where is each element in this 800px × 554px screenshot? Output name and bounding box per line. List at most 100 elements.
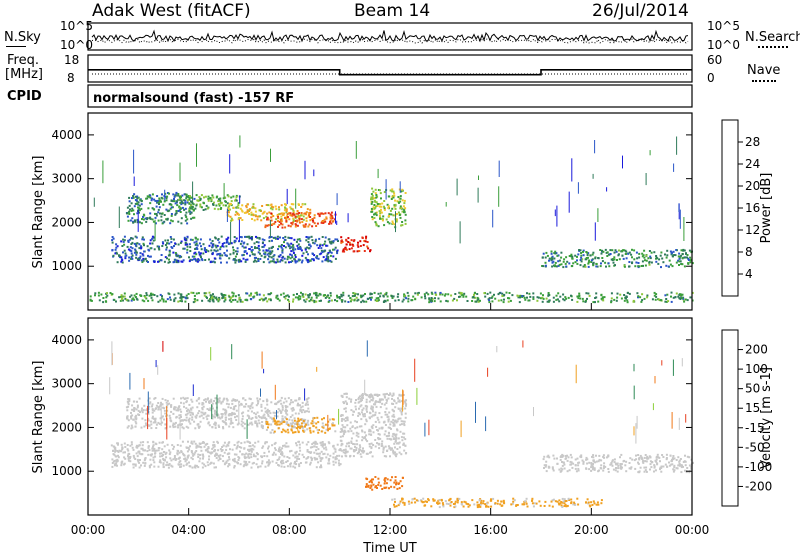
heat-cell <box>120 298 123 301</box>
heat-cell <box>600 464 603 467</box>
heat-cell <box>432 498 435 501</box>
heat-cell <box>290 428 293 431</box>
heat-cell <box>301 293 304 296</box>
heat-cell <box>254 455 257 458</box>
heat-cell <box>286 460 289 462</box>
heat-cell <box>225 411 228 414</box>
heat-cell <box>349 421 352 424</box>
heat-cell <box>139 255 142 258</box>
heat-cell <box>278 448 280 451</box>
heat-cell <box>164 244 167 246</box>
heat-cell <box>485 505 488 508</box>
heat-cell <box>352 240 355 243</box>
heat-cell <box>278 221 281 223</box>
heat-streak <box>460 420 462 438</box>
heat-cell <box>327 257 330 260</box>
heat-cell <box>184 296 187 299</box>
heat-cell <box>288 295 290 298</box>
heat-cell <box>546 455 549 458</box>
heat-cell <box>249 254 251 257</box>
heat-cell <box>679 295 682 298</box>
heat-cell <box>194 442 197 445</box>
heat-cell <box>197 398 200 401</box>
heat-cell <box>397 293 400 296</box>
heat-cell <box>277 248 279 251</box>
heat-cell <box>659 460 661 463</box>
heat-cell <box>428 297 431 300</box>
heat-cell <box>168 242 171 245</box>
heat-streak <box>477 187 479 203</box>
heat-cell <box>292 211 295 214</box>
heat-cell <box>593 468 596 471</box>
heat-cell <box>166 399 169 402</box>
heat-cell <box>398 417 401 420</box>
heat-cell <box>179 444 182 447</box>
heat-cell <box>289 416 292 418</box>
heat-cell <box>581 459 584 462</box>
heat-cell <box>642 461 645 464</box>
heat-cell <box>365 401 368 404</box>
heat-cell <box>266 408 269 411</box>
heat-cell <box>187 195 190 197</box>
heat-cell <box>382 393 385 396</box>
heat-cell <box>185 413 188 416</box>
heat-cell <box>355 439 358 442</box>
heat-cell <box>213 400 216 402</box>
heat-cell <box>602 299 605 302</box>
heat-cell <box>271 460 274 463</box>
heat-cell <box>673 466 676 469</box>
heat-cell <box>309 259 312 262</box>
heat-cell <box>564 500 567 503</box>
heat-cell <box>141 253 144 256</box>
heat-streak <box>556 205 558 227</box>
heat-cell <box>123 295 126 298</box>
heat-cell <box>298 463 301 466</box>
heat-cell <box>158 422 161 425</box>
heat-cell <box>395 220 398 223</box>
heat-cell <box>224 204 227 207</box>
heat-cell <box>278 423 281 426</box>
heat-cell <box>222 295 225 298</box>
heat-cell <box>456 498 459 501</box>
heat-cell <box>185 294 188 297</box>
heat-streak <box>230 221 232 245</box>
heat-cell <box>143 464 146 467</box>
heat-cell <box>502 301 505 304</box>
heat-cell <box>128 453 131 455</box>
heat-cell <box>195 464 198 467</box>
nave-tick-bottom: 0 <box>707 71 715 85</box>
heat-cell <box>391 397 393 400</box>
heat-cell <box>278 456 281 459</box>
heat-cell <box>172 447 175 450</box>
heat-cell <box>232 292 235 295</box>
heat-cell <box>285 218 288 221</box>
heat-cell <box>155 449 158 452</box>
heat-cell <box>640 456 643 459</box>
heat-cell <box>359 446 362 449</box>
heat-cell <box>243 211 246 214</box>
heat-cell <box>239 260 241 263</box>
heat-cell <box>491 300 494 303</box>
heat-cell <box>484 295 487 298</box>
heat-cell <box>188 256 190 259</box>
heat-cell <box>170 241 173 244</box>
heat-cell <box>360 418 363 421</box>
heat-cell <box>173 200 176 203</box>
heat-cell <box>608 265 611 268</box>
heat-cell <box>267 464 270 467</box>
heat-cell <box>382 294 385 297</box>
heat-cell <box>516 294 519 297</box>
heat-cell <box>223 441 226 444</box>
heat-cell <box>138 243 141 246</box>
heat-cell <box>287 243 290 246</box>
heat-cell <box>121 295 124 298</box>
heat-cell <box>377 429 379 432</box>
heat-cell <box>150 199 153 202</box>
heat-cell <box>211 252 214 254</box>
heat-cell <box>241 415 244 418</box>
heat-cell <box>195 194 198 197</box>
heat-cell <box>94 294 96 297</box>
heat-cell <box>607 454 610 457</box>
heat-cell <box>354 405 357 408</box>
heat-cell <box>645 470 648 473</box>
